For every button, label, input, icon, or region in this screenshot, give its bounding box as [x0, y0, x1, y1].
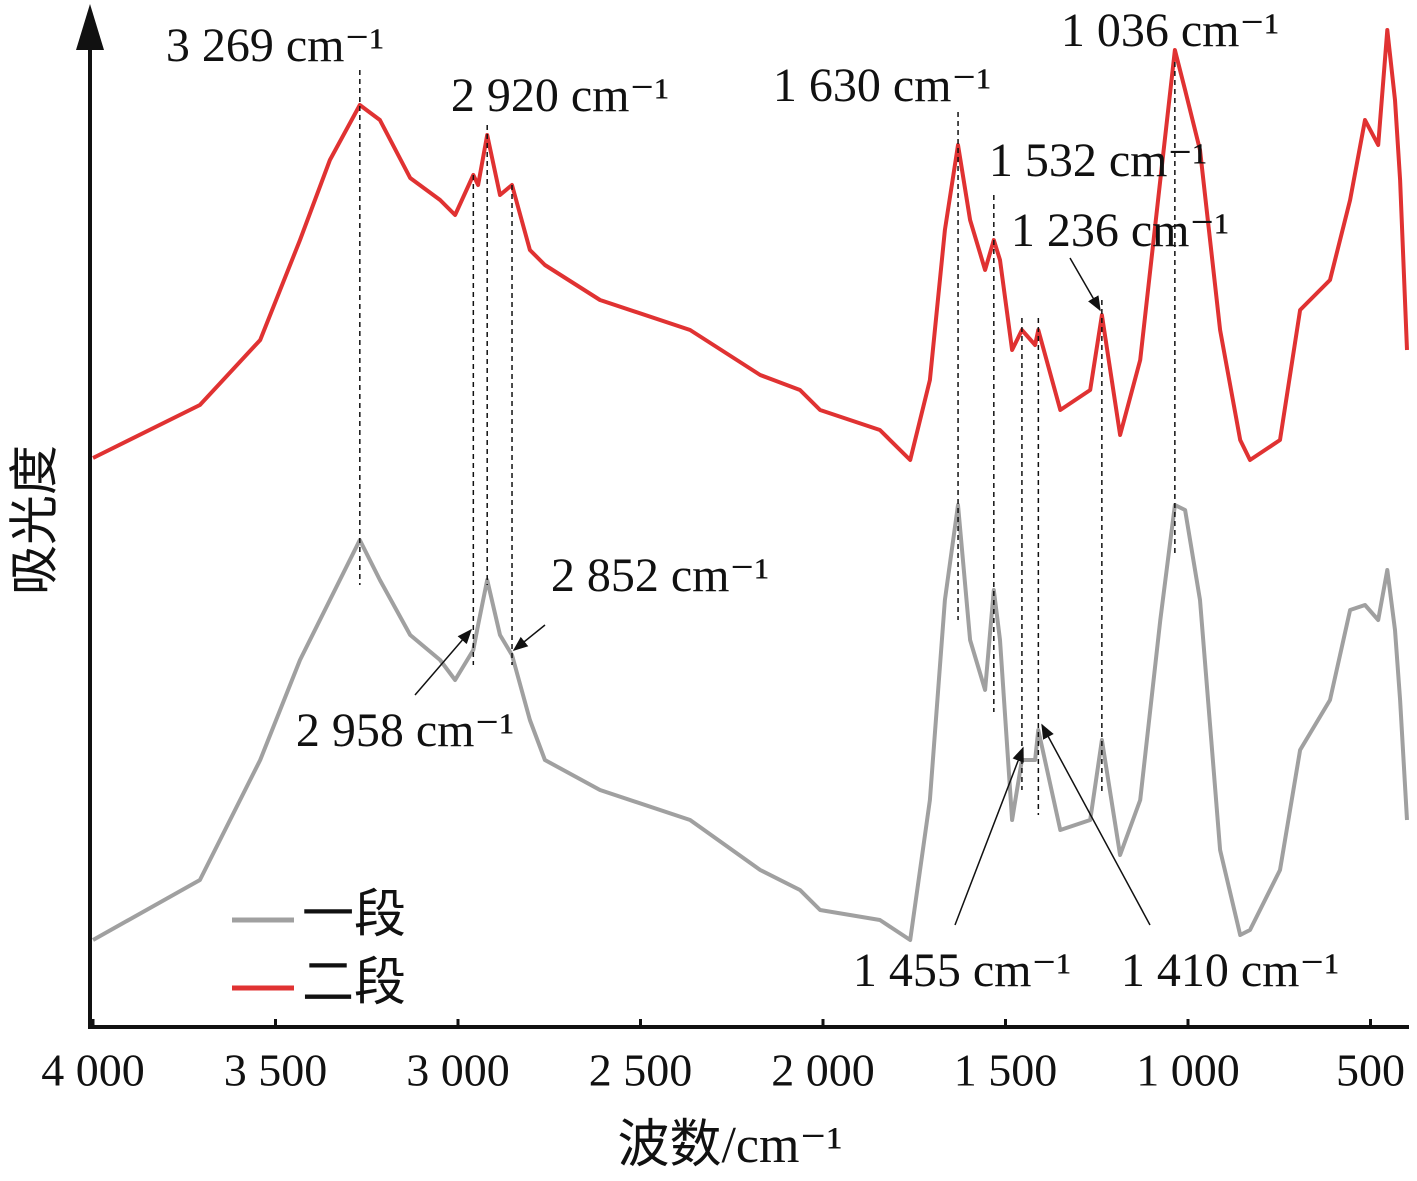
annotation-arrow — [512, 624, 546, 651]
x-tick-label: 1 000 — [1136, 1045, 1240, 1096]
annotation-label: 2 920 cm⁻¹ — [451, 69, 669, 122]
x-tick-label: 4 000 — [41, 1045, 145, 1096]
legend-label: 一段 — [302, 887, 406, 944]
annotation-arrow — [1069, 257, 1101, 312]
annotation-arrow — [1041, 723, 1151, 926]
annotation-label: 1 630 cm⁻¹ — [773, 59, 991, 112]
annotation-label: 1 036 cm⁻¹ — [1061, 4, 1279, 57]
x-tick-label: 2 000 — [771, 1045, 875, 1096]
x-axis-label: 波数/cm⁻¹ — [617, 1117, 842, 1174]
x-tick-label: 500 — [1336, 1045, 1405, 1096]
annotation-label: 1 532 cm⁻¹ — [989, 134, 1207, 187]
x-tick-label: 3 500 — [224, 1045, 328, 1096]
x-tick-label: 1 500 — [954, 1045, 1058, 1096]
annotation-label: 1 236 cm⁻¹ — [1011, 204, 1229, 257]
x-tick-label: 2 500 — [589, 1045, 693, 1096]
y-axis-arrow — [76, 4, 104, 50]
y-axis-label: 吸光度 — [6, 445, 62, 595]
annotation-label: 2 958 cm⁻¹ — [296, 704, 514, 757]
annotation-label: 2 852 cm⁻¹ — [551, 549, 769, 602]
annotation-label: 1 455 cm⁻¹ — [853, 944, 1071, 997]
annotation-arrow — [954, 746, 1024, 926]
annotation-arrow — [414, 628, 472, 696]
annotation-label: 1 410 cm⁻¹ — [1121, 944, 1339, 997]
spectrum-line — [92, 28, 1409, 462]
x-tick-label: 3 000 — [406, 1045, 510, 1096]
annotation-label: 3 269 cm⁻¹ — [166, 19, 384, 72]
spectrum-line — [92, 503, 1409, 942]
legend-label: 二段 — [302, 955, 406, 1012]
